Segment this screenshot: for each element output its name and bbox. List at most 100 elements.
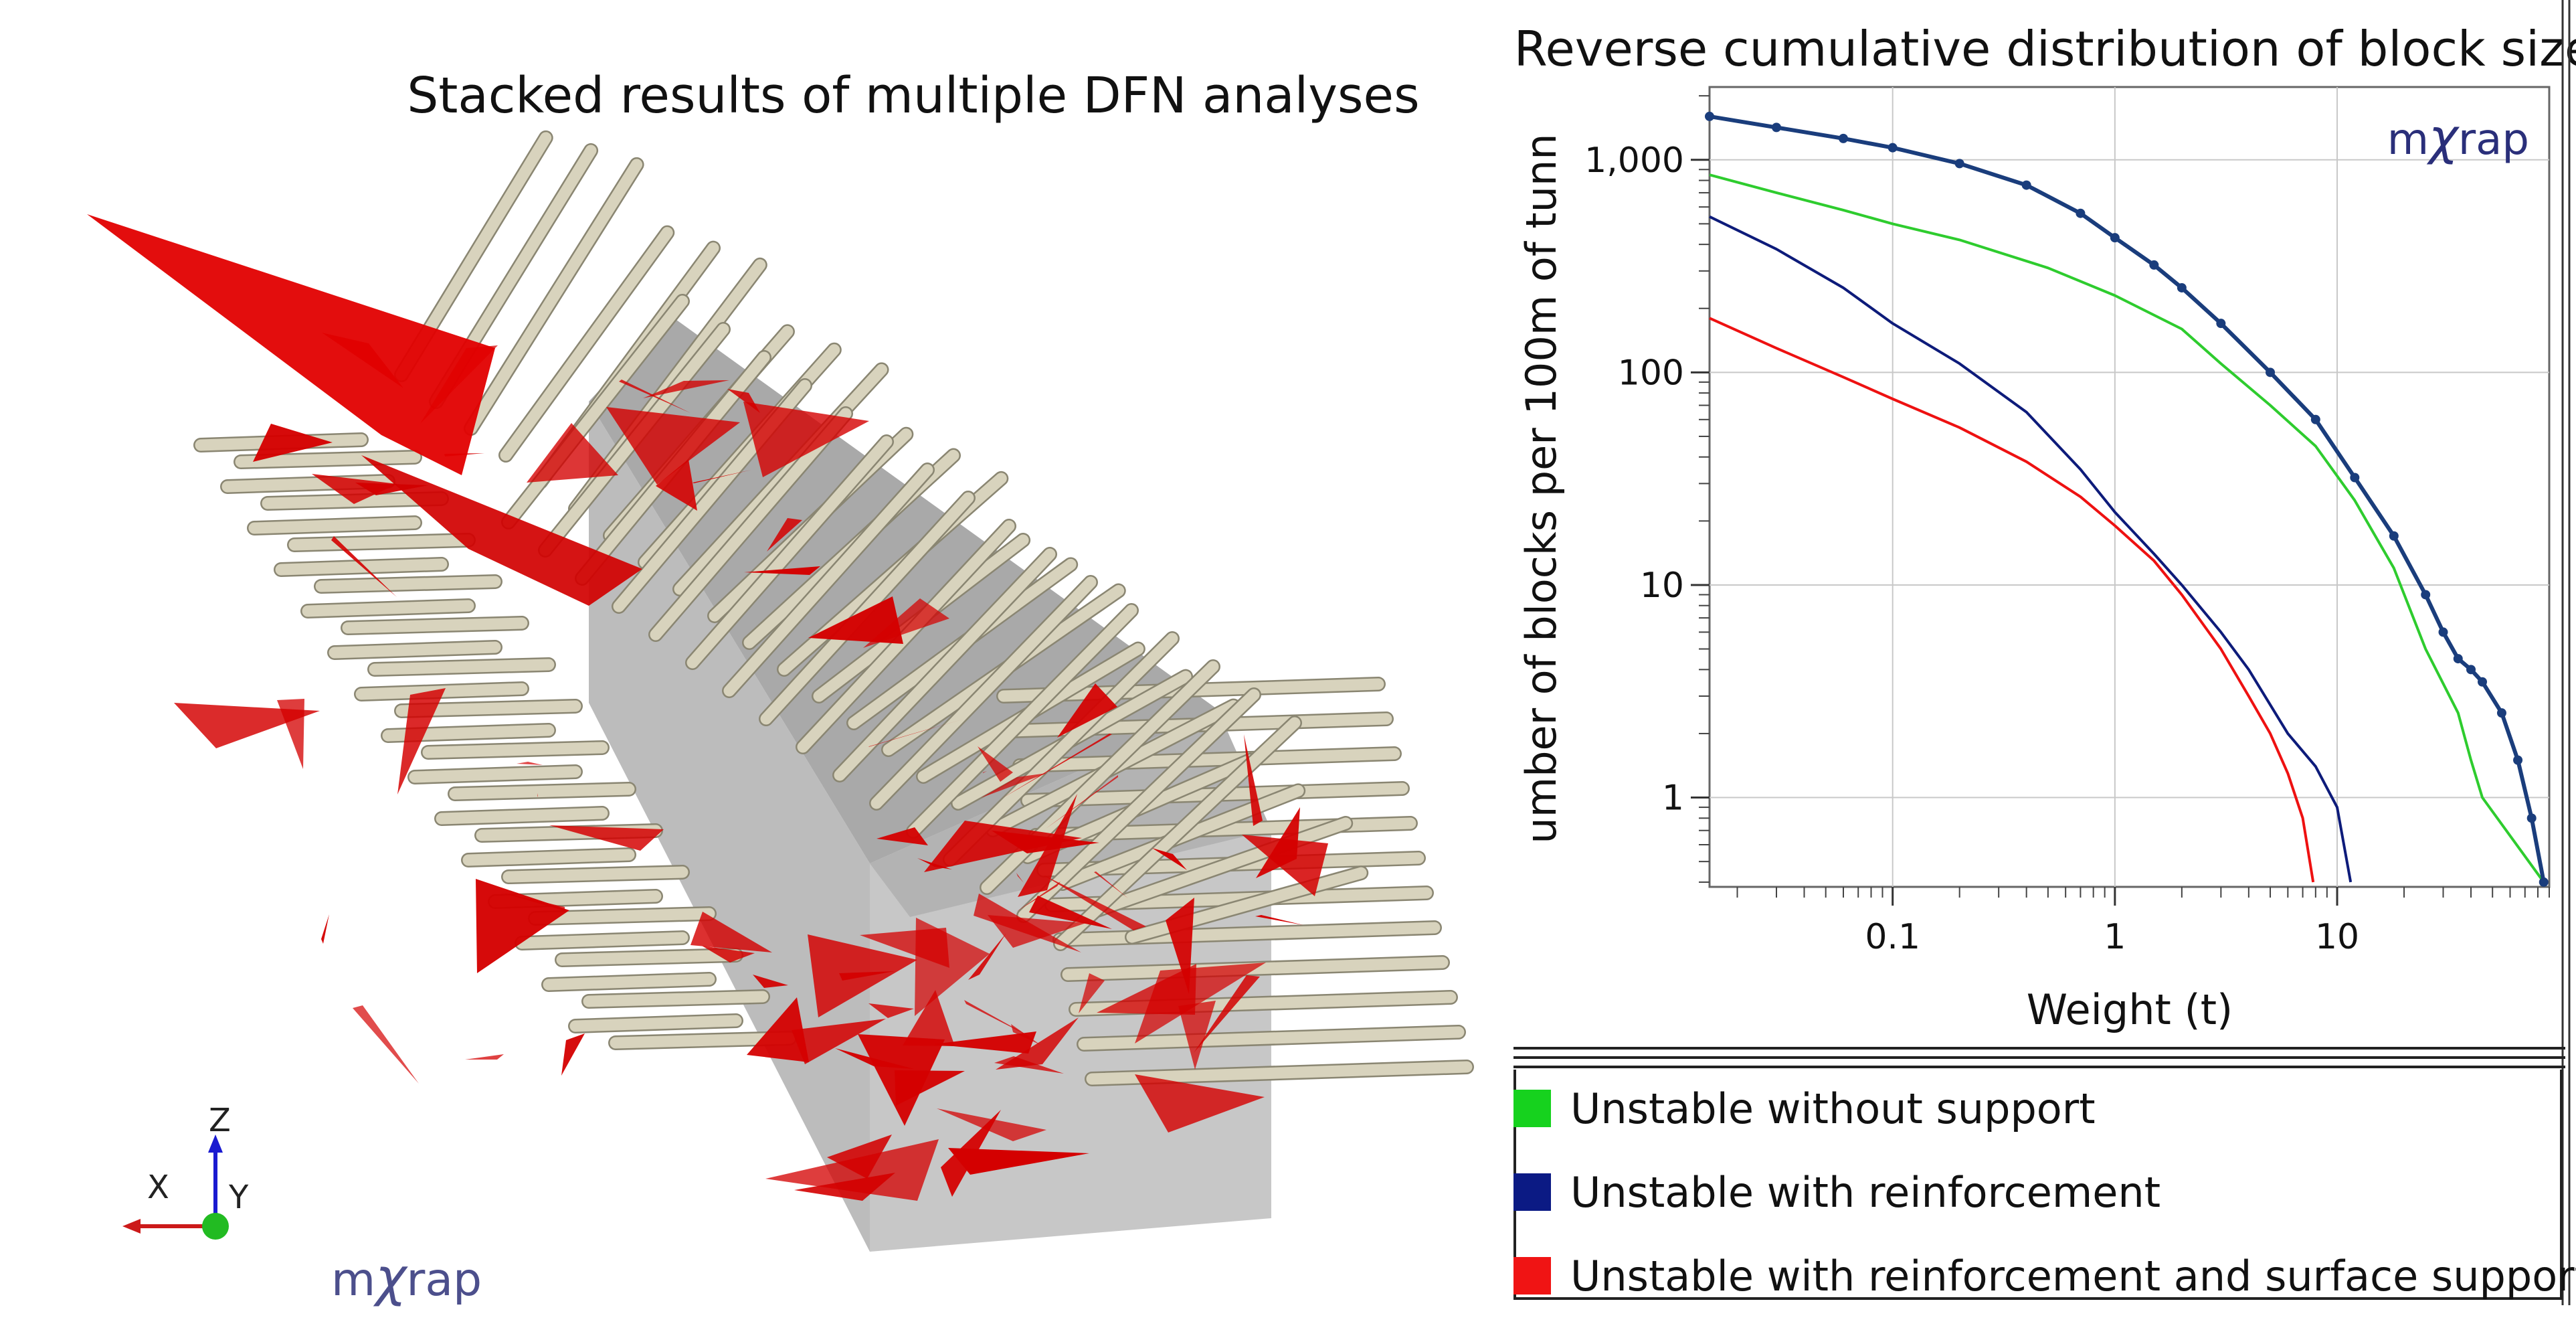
unstable-block — [174, 703, 320, 748]
rock-bolt — [1085, 1060, 1474, 1086]
series-point — [2177, 282, 2187, 293]
unstable-block — [743, 402, 869, 477]
rock-bolt — [1090, 815, 1354, 918]
unstable-block — [537, 793, 538, 797]
rock-bolt — [515, 930, 690, 950]
unstable-block — [643, 380, 729, 398]
unstable-block — [895, 1070, 965, 1106]
unstable-block — [331, 536, 397, 597]
series-point — [2496, 708, 2506, 718]
unstable-block — [1094, 871, 1128, 898]
z-axis-arrow-icon — [208, 1135, 223, 1153]
rock-bolt — [608, 1031, 797, 1050]
series-line-2 — [1709, 317, 2315, 883]
unstable-block — [1194, 975, 1260, 1053]
rock-bolt — [287, 533, 476, 552]
legend-item-unstable-with-reinforcement[interactable]: Unstable with reinforcement — [1513, 1153, 2557, 1227]
unstable-block — [691, 912, 772, 952]
legend-item-unstable-with-reinforcement-and-surface-support[interactable]: Unstable with reinforcement and surface … — [1513, 1237, 2576, 1311]
rock-bolt — [367, 657, 556, 677]
y-axis-dot-icon — [202, 1213, 229, 1240]
unstable-block — [903, 990, 955, 1046]
unstable-block — [808, 596, 903, 644]
y-axis-title: umber of blocks per 100m of tunn — [1517, 133, 1566, 843]
rock-bolt — [314, 574, 502, 594]
unstable-block — [1043, 875, 1146, 930]
rock-bolt — [448, 782, 636, 801]
series-point — [2110, 233, 2120, 243]
unstable-block — [877, 827, 928, 845]
rock-bolt — [341, 616, 529, 635]
unstable-block — [1178, 1001, 1216, 1070]
rock-bolt — [274, 557, 449, 577]
unstable-block — [1002, 734, 1112, 799]
unstable-block — [988, 915, 1086, 948]
rock-bolt — [1012, 746, 1402, 773]
rock-bolt — [685, 434, 894, 670]
block-size-chart: Reverse cumulative distribution of block… — [1499, 0, 2576, 1333]
unstable-block — [933, 1031, 1036, 1054]
chart-legend: Unstable without support Unstable with r… — [1513, 1043, 2576, 1301]
unstable-block — [353, 1005, 419, 1084]
series-point — [2389, 531, 2399, 541]
rock-bolt — [541, 972, 717, 992]
series-point — [2021, 180, 2031, 190]
series-point — [2466, 665, 2476, 675]
rock-bolt — [464, 157, 644, 436]
unstable-block — [948, 1148, 1089, 1175]
unstable-block — [1256, 807, 1300, 878]
rock-bolt — [327, 640, 502, 660]
rock-bolt — [906, 603, 1139, 839]
chart-series — [1705, 111, 2549, 887]
series-point — [2526, 813, 2537, 823]
unstable-block — [744, 566, 820, 575]
unstable-block — [1079, 973, 1105, 1013]
large-wedge-block — [87, 214, 495, 475]
chart-watermark: mχrap — [2387, 108, 2529, 166]
unstable-block — [994, 1056, 1064, 1074]
series-line-0 — [1709, 173, 2545, 884]
rock-bolt — [869, 575, 1098, 811]
rock-bolt — [461, 847, 636, 867]
series-point — [2216, 319, 2226, 329]
unstable-block — [1057, 683, 1117, 738]
unstable-block — [860, 928, 949, 968]
viewport-title: Stacked results of multiple DFN analyses — [407, 67, 1419, 124]
unstable-block — [983, 771, 987, 773]
series-point — [2438, 627, 2448, 637]
series-line-3 — [1709, 114, 2546, 883]
dfn-3d-viewport[interactable]: Stacked results of multiple DFN analyses… — [0, 0, 1499, 1333]
rock-bolt — [434, 806, 610, 826]
unstable-block — [702, 946, 755, 963]
unstable-blocks — [174, 333, 1328, 1201]
legend-item-unstable-without-support[interactable]: Unstable without support — [1513, 1070, 2557, 1143]
series-point — [2076, 208, 2086, 218]
unstable-block — [561, 1033, 585, 1076]
unstable-block — [924, 821, 1082, 872]
rock-bolt — [501, 294, 690, 529]
rock-bolt — [796, 519, 1016, 754]
unstable-block — [693, 470, 751, 483]
unstable-block — [1242, 835, 1328, 896]
unstable-block — [1016, 873, 1024, 883]
unstable-block — [656, 459, 697, 511]
series-point — [1771, 122, 1781, 133]
rock-bolt — [421, 740, 610, 760]
x-axis-title: Weight (t) — [2027, 985, 2233, 1034]
unstable-block — [476, 879, 569, 973]
rock-bolt — [555, 948, 743, 967]
y-axis-label: Y — [228, 1179, 249, 1216]
unstable-block — [968, 933, 1006, 980]
rock-bolt — [648, 406, 853, 642]
series-point — [2421, 590, 2431, 600]
chart-grid — [1710, 87, 2549, 887]
unstable-block — [549, 825, 664, 851]
series-line-1 — [1709, 215, 2353, 883]
unstable-block — [253, 424, 333, 462]
rock-bolt — [581, 989, 770, 1009]
series-point — [2539, 877, 2549, 887]
unstable-block — [767, 518, 802, 552]
series-point — [2310, 414, 2320, 424]
y-tick-label: 1 — [1662, 778, 1684, 819]
rock-bolt — [528, 906, 717, 926]
